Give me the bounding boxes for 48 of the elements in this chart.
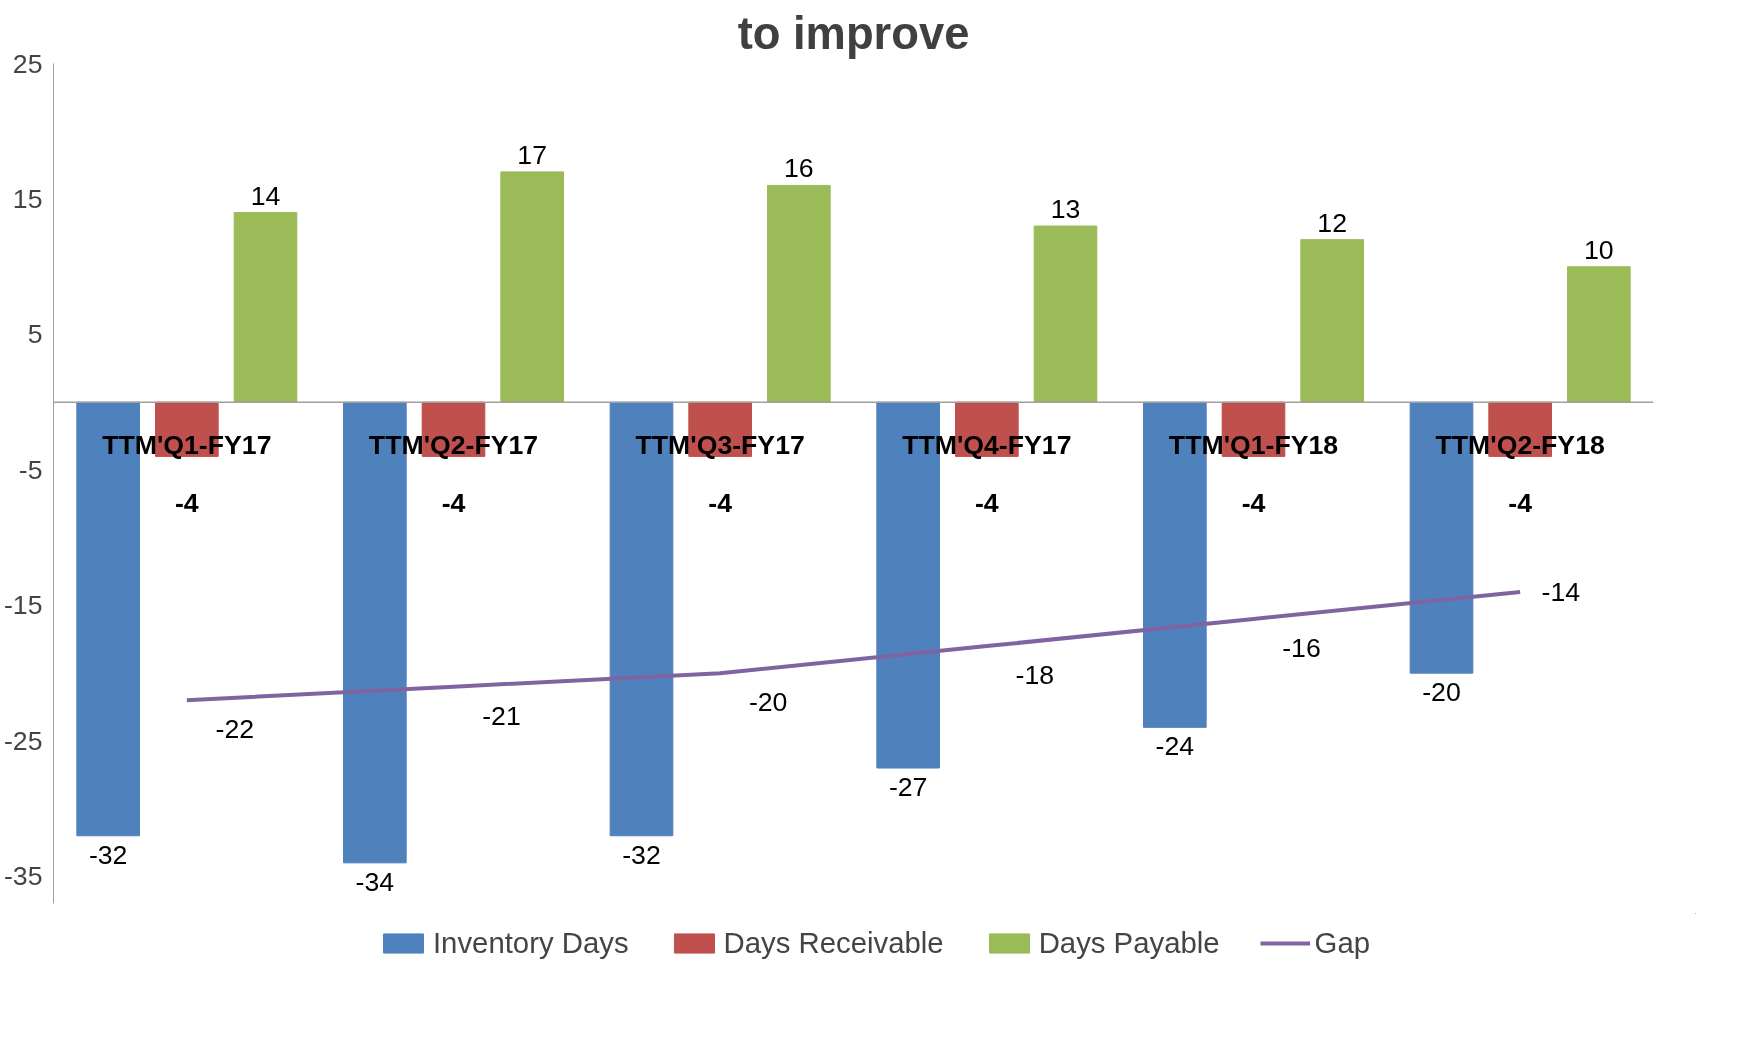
y-tick-label: 15 — [12, 183, 43, 214]
data-label: -21 — [482, 700, 521, 731]
data-label: -32 — [622, 839, 661, 870]
bar — [1300, 239, 1364, 403]
data-label: -22 — [215, 714, 255, 745]
y-tick-label: -15 — [3, 590, 43, 621]
legend-label: Days Payable — [1038, 926, 1220, 960]
data-label: -32 — [88, 839, 128, 870]
x-tick-label: TTM'Q1-FY17 — [102, 430, 272, 461]
x-tick-label: TTM'Q2-FY17 — [368, 430, 539, 461]
data-label: 17 — [517, 139, 547, 170]
data-label: 16 — [784, 153, 814, 184]
legend-label: Gap — [1314, 926, 1371, 960]
data-label: -4 — [974, 488, 999, 519]
bar — [500, 171, 564, 403]
x-tick-label: TTM'Q4-FY17 — [902, 430, 1072, 461]
y-tick-label: -35 — [3, 861, 43, 892]
data-label: -4 — [708, 488, 733, 519]
x-tick-label: TTM'Q1-FY18 — [1168, 430, 1339, 461]
y-tick-label: 25 — [12, 48, 43, 79]
y-tick-label: -25 — [3, 725, 43, 756]
legend-label: Inventory Days — [432, 926, 629, 960]
data-label: -16 — [1282, 632, 1321, 663]
data-label: -24 — [1155, 731, 1195, 762]
y-tick-label: 5 — [27, 319, 43, 350]
data-label: -27 — [888, 772, 928, 803]
data-label: -4 — [441, 488, 466, 519]
bar — [1567, 266, 1631, 403]
bar — [1033, 225, 1098, 403]
data-label: -20 — [1422, 677, 1461, 708]
data-label: -18 — [1015, 660, 1055, 691]
x-tick-label: TTM'Q3-FY17 — [635, 430, 805, 461]
data-label: -14 — [1541, 576, 1581, 607]
data-label: 13 — [1050, 194, 1081, 225]
chart-title: to improve — [737, 7, 970, 59]
data-label: -34 — [355, 866, 395, 897]
data-label: -20 — [748, 687, 788, 718]
x-tick-label: TTM'Q2-FY18 — [1435, 430, 1605, 461]
bar — [767, 184, 831, 403]
data-label: -4 — [1241, 488, 1266, 519]
data-label: 12 — [1317, 207, 1347, 238]
data-label: -4 — [174, 488, 199, 519]
data-label: 14 — [250, 180, 281, 211]
y-tick-label: -5 — [18, 454, 43, 485]
data-label: -4 — [1508, 488, 1533, 519]
bar — [233, 212, 298, 403]
legend-label: Days Receivable — [723, 926, 944, 960]
data-label: 10 — [1584, 234, 1614, 265]
